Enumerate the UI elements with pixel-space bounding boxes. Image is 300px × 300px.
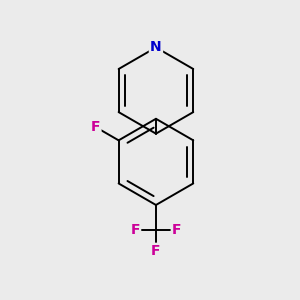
Text: F: F: [130, 223, 140, 237]
Text: N: N: [150, 40, 162, 55]
Text: F: F: [151, 244, 161, 258]
Text: F: F: [91, 120, 100, 134]
Text: F: F: [172, 223, 182, 237]
